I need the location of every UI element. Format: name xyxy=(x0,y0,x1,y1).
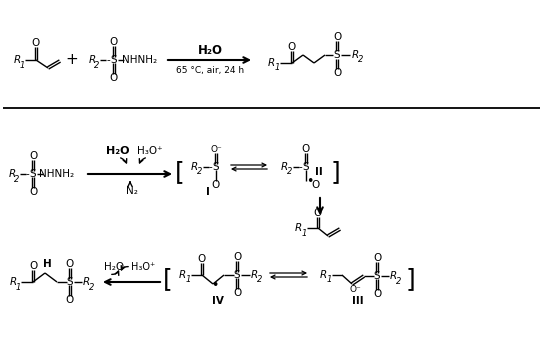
Text: IV: IV xyxy=(212,296,224,306)
Text: O: O xyxy=(233,252,241,262)
Text: 1: 1 xyxy=(186,276,191,284)
Text: 1: 1 xyxy=(301,228,307,237)
Text: 2: 2 xyxy=(287,167,293,177)
Text: -: - xyxy=(106,55,110,65)
Text: O: O xyxy=(66,259,74,269)
Text: 65 °C, air, 24 h: 65 °C, air, 24 h xyxy=(176,66,244,75)
Text: [: [ xyxy=(175,160,185,184)
Text: R: R xyxy=(319,270,326,280)
Text: R: R xyxy=(8,169,16,179)
Text: 1: 1 xyxy=(15,282,21,292)
Text: NHNH₂: NHNH₂ xyxy=(39,169,75,179)
Text: O: O xyxy=(212,180,220,190)
Text: O: O xyxy=(288,42,296,52)
Text: NHNH₂: NHNH₂ xyxy=(122,55,158,65)
Text: H: H xyxy=(42,259,51,269)
Text: O: O xyxy=(29,261,37,271)
Text: O: O xyxy=(302,144,310,154)
Text: 2: 2 xyxy=(14,175,20,183)
Text: R: R xyxy=(82,277,90,287)
Text: R: R xyxy=(280,162,288,172)
Text: R: R xyxy=(88,55,96,65)
Text: R: R xyxy=(390,271,397,281)
Text: -: - xyxy=(208,162,212,172)
Text: H₂O: H₂O xyxy=(104,262,124,272)
Text: O: O xyxy=(29,187,37,197)
Text: •: • xyxy=(306,176,314,189)
Text: +: + xyxy=(66,53,78,68)
Text: R: R xyxy=(14,55,21,65)
Text: [: [ xyxy=(163,267,173,291)
Text: O: O xyxy=(198,254,206,264)
Text: O: O xyxy=(32,38,40,48)
Text: 1: 1 xyxy=(20,60,24,70)
Text: O: O xyxy=(110,73,118,83)
Text: H₂O: H₂O xyxy=(197,44,222,58)
Text: ]: ] xyxy=(405,267,415,291)
Text: S: S xyxy=(110,55,118,65)
Text: O⁻: O⁻ xyxy=(349,285,361,295)
Text: 1: 1 xyxy=(326,276,332,284)
Text: N₂: N₂ xyxy=(126,186,138,196)
Text: I: I xyxy=(206,187,210,197)
Text: S: S xyxy=(302,162,310,172)
Text: 1: 1 xyxy=(274,63,280,73)
Text: R: R xyxy=(351,50,358,60)
Text: 2: 2 xyxy=(397,277,401,285)
Text: R: R xyxy=(250,270,258,280)
Text: R: R xyxy=(190,162,197,172)
Text: S: S xyxy=(213,162,219,172)
Text: -: - xyxy=(298,162,302,172)
Text: H₃O⁺: H₃O⁺ xyxy=(131,262,155,272)
Text: 2: 2 xyxy=(89,282,95,292)
Text: O: O xyxy=(29,151,37,161)
Text: H₃O⁺: H₃O⁺ xyxy=(137,146,163,156)
Text: O: O xyxy=(314,208,322,218)
Text: 2: 2 xyxy=(257,276,263,284)
Text: H₂O: H₂O xyxy=(106,146,130,156)
Text: O: O xyxy=(373,253,381,263)
Text: S: S xyxy=(234,270,240,280)
Text: O: O xyxy=(311,180,319,190)
Text: R: R xyxy=(9,277,17,287)
Text: S: S xyxy=(67,277,73,287)
Text: ]: ] xyxy=(330,160,340,184)
Text: O: O xyxy=(233,288,241,298)
Text: O: O xyxy=(333,32,341,42)
Text: 2: 2 xyxy=(94,60,100,70)
Text: S: S xyxy=(374,271,380,281)
Text: •: • xyxy=(211,280,219,293)
Text: O: O xyxy=(333,68,341,78)
Text: O⁻: O⁻ xyxy=(210,145,222,153)
Text: III: III xyxy=(352,296,364,306)
Text: -: - xyxy=(25,169,29,179)
Text: II: II xyxy=(315,167,323,177)
Text: O: O xyxy=(110,37,118,47)
Text: 2: 2 xyxy=(358,56,364,64)
Text: R: R xyxy=(267,58,275,68)
Text: S: S xyxy=(30,169,36,179)
Text: O: O xyxy=(373,289,381,299)
Text: O: O xyxy=(66,295,74,305)
Text: S: S xyxy=(333,50,341,60)
Text: R: R xyxy=(178,270,186,280)
Text: R: R xyxy=(294,223,301,233)
Text: 2: 2 xyxy=(197,167,203,177)
